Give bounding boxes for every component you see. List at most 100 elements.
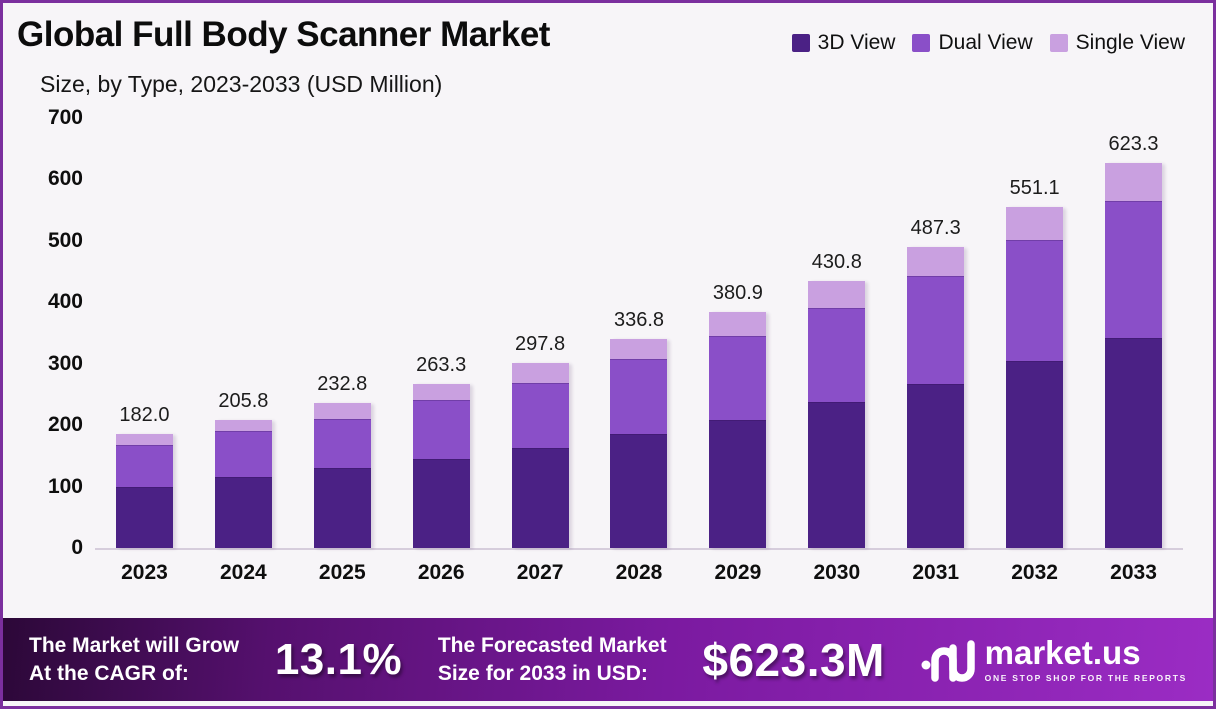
stacked-bar [313, 403, 371, 548]
bar-segment-3d-view [313, 468, 371, 548]
bar-segment-3d-view [511, 447, 569, 548]
legend: 3D View Dual View Single View [791, 31, 1185, 55]
bar-total-label: 263.3 [416, 354, 467, 377]
cagr-label-line1: The Market will Grow [29, 634, 240, 658]
forecast-label: The Forecasted Market Size for 2033 in U… [438, 632, 667, 687]
forecast-label-line1: The Forecasted Market [437, 634, 667, 658]
bar-total-label: 430.8 [811, 251, 862, 274]
x-axis-label-2025: 2025 [318, 561, 366, 584]
stacked-bar [214, 419, 272, 548]
bar-total-label: 182.0 [119, 404, 170, 427]
y-axis-tick-label: 300 [47, 351, 83, 375]
bar-segment-3d-view [907, 383, 965, 548]
legend-swatch-dual-view [912, 34, 931, 52]
bar-segment-dual-view [1006, 240, 1064, 361]
legend-label: Dual View [938, 31, 1033, 54]
bar-group-2029: 380.9 [689, 282, 787, 548]
legend-label: Single View [1075, 31, 1185, 54]
legend-label: 3D View [817, 31, 896, 54]
y-axis-tick-label: 500 [47, 228, 83, 252]
bar-segment-single-view [907, 246, 965, 276]
forecast-label-line2: Size for 2033 in USD: [437, 661, 648, 685]
brand-tagline: ONE STOP SHOP FOR THE REPORTS [984, 673, 1187, 683]
bar-segment-dual-view [313, 418, 371, 469]
x-axis-label-2024: 2024 [220, 561, 267, 584]
bar-segment-single-view [511, 363, 569, 384]
brand-text: market.us ONE STOP SHOP FOR THE REPORTS [985, 636, 1187, 683]
legend-swatch-single-view [1049, 34, 1068, 52]
x-axis-label-2023: 2023 [121, 561, 168, 584]
bar-total-label: 623.3 [1108, 133, 1159, 156]
bar-total-label: 232.8 [317, 373, 368, 396]
bar-segment-dual-view [115, 445, 173, 488]
x-axis-label-2031: 2031 [912, 561, 960, 584]
bar-total-label: 336.8 [613, 309, 665, 332]
bar-segment-dual-view [808, 308, 866, 403]
brand-name: market.us [984, 634, 1141, 671]
bar-segment-dual-view [709, 335, 767, 421]
legend-item-3d-view: 3D View [791, 31, 896, 55]
stacked-bar [115, 434, 173, 548]
bar-segment-3d-view [709, 420, 767, 548]
x-axis-label-2027: 2027 [516, 561, 564, 584]
brand-logo: market.us ONE STOP SHOP FOR THE REPORTS [921, 633, 1187, 687]
bar-group-2026: 263.3 [392, 354, 490, 548]
y-axis-tick-label: 700 [47, 106, 83, 129]
y-axis-tick-label: 100 [47, 474, 83, 498]
forecast-value: $623.3M [702, 633, 885, 686]
bar-group-2033: 623.3 [1085, 133, 1183, 548]
bar-segment-dual-view [511, 383, 569, 448]
bar-segment-single-view [1006, 207, 1064, 241]
chart-subtitle: Size, by Type, 2023-2033 (USD Million) [40, 71, 443, 97]
bar-total-label: 297.8 [515, 333, 566, 356]
bar-group-2030: 430.8 [788, 251, 886, 548]
x-axis: 2023 2024 2025 2026 2027 2028 2029 2030 2031 2032… [95, 561, 1183, 585]
bar-segment-single-view [1105, 163, 1163, 202]
y-axis-tick-label: 200 [47, 413, 83, 437]
stacked-bar [907, 246, 965, 548]
legend-item-dual-view: Dual View [912, 31, 1033, 55]
bar-segment-3d-view [412, 458, 470, 548]
bar-group-2027: 297.8 [491, 333, 589, 548]
chart-title: Global Full Body Scanner Market [17, 15, 550, 54]
bar-segment-single-view [709, 312, 767, 336]
bar-group-2025: 232.8 [293, 373, 391, 548]
stacked-bar [412, 384, 470, 548]
bar-segment-single-view [313, 403, 371, 419]
bar-segment-3d-view [1105, 337, 1163, 548]
stacked-bar [1006, 207, 1064, 548]
stacked-bar [1105, 163, 1163, 548]
bar-segment-3d-view [115, 487, 173, 548]
bar-group-2031: 487.3 [887, 217, 985, 548]
bar-segment-single-view [214, 419, 272, 432]
bar-segment-single-view [412, 384, 470, 401]
bar-segment-dual-view [1105, 201, 1163, 338]
bar-segment-single-view [610, 339, 668, 360]
bar-segment-single-view [115, 434, 173, 446]
x-axis-label-2032: 2032 [1011, 561, 1058, 584]
y-axis-tick-label: 600 [47, 167, 83, 191]
bar-total-label: 487.3 [910, 216, 961, 239]
y-axis-tick-label: 400 [47, 290, 83, 314]
bar-group-2024: 205.8 [194, 390, 292, 548]
bar-segment-3d-view [808, 402, 866, 548]
x-axis-label-2033: 2033 [1110, 561, 1157, 584]
bar-total-label: 205.8 [218, 389, 269, 412]
x-axis-label-2029: 2029 [714, 561, 762, 584]
cagr-value: 13.1% [274, 634, 403, 684]
cagr-label-line2: At the CAGR of: [29, 661, 189, 685]
bar-group-2032: 551.1 [986, 177, 1084, 548]
plot-area: 182.0 205.8 232.8 263.3 297.8 336.8 380.9 430.8… [95, 118, 1183, 550]
bar-total-label: 380.9 [712, 282, 763, 305]
market-us-logo-icon [921, 639, 975, 682]
bar-segment-3d-view [610, 433, 668, 548]
bar-total-label: 551.1 [1009, 177, 1060, 200]
bar-group-2023: 182.0 [96, 404, 194, 548]
bar-segment-3d-view [214, 477, 272, 548]
y-axis-tick-label: 0 [71, 536, 83, 559]
bar-segment-dual-view [214, 431, 272, 478]
x-axis-label-2030: 2030 [813, 561, 861, 584]
cagr-label: The Market will Grow At the CAGR of: [29, 632, 239, 687]
x-axis-label-2028: 2028 [615, 561, 663, 584]
